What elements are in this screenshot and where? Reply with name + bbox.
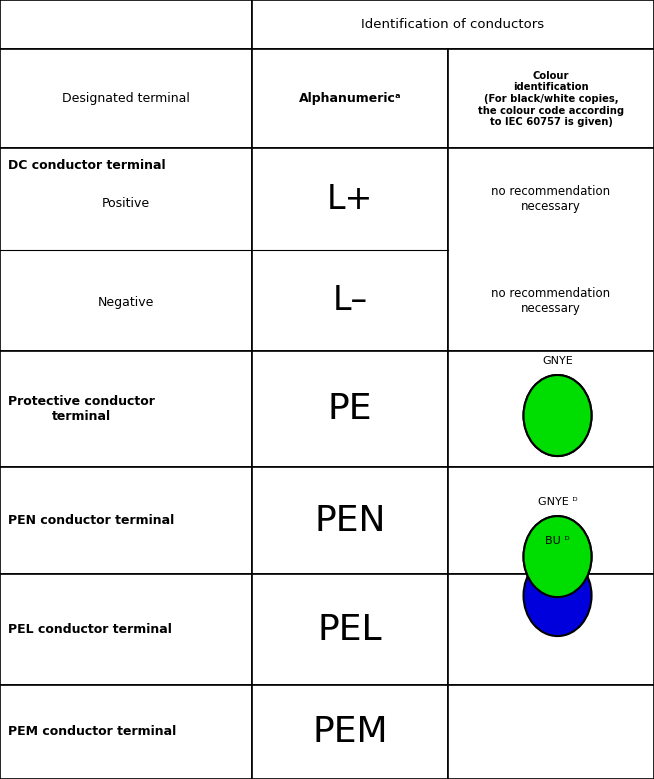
Text: PEN: PEN (314, 504, 386, 538)
Bar (252, 467, 448, 574)
Text: GNYE: GNYE (542, 356, 573, 366)
Bar (0, 467, 252, 574)
Bar (0, 50, 252, 149)
Bar (448, 149, 654, 351)
Text: PEN conductor terminal: PEN conductor terminal (8, 514, 174, 527)
Text: Protective conductor
terminal: Protective conductor terminal (8, 395, 155, 423)
Text: GNYE ᴰ: GNYE ᴰ (538, 497, 577, 507)
Text: L+: L+ (327, 183, 373, 216)
Bar (0, 685, 252, 779)
Text: Designated terminal: Designated terminal (62, 93, 190, 105)
Circle shape (523, 516, 591, 597)
Text: DC conductor terminal: DC conductor terminal (8, 159, 165, 171)
Text: PEM: PEM (312, 715, 388, 749)
Bar (252, 50, 448, 149)
Text: PEL: PEL (318, 612, 382, 647)
Bar (448, 467, 654, 574)
Text: BU ᴰ: BU ᴰ (545, 536, 570, 546)
Bar (252, 574, 448, 685)
Bar (0, 0, 252, 50)
Bar (252, 351, 448, 467)
Text: PE: PE (328, 393, 372, 426)
Bar (252, 149, 448, 351)
Text: PEL conductor terminal: PEL conductor terminal (8, 623, 172, 636)
Text: Colour
identification
(For black/white copies,
the colour code according
to IEC : Colour identification (For black/white c… (478, 71, 624, 127)
Text: no recommendation
necessary: no recommendation necessary (491, 185, 611, 213)
Bar (448, 50, 654, 149)
Bar (0, 574, 252, 685)
Text: L–: L– (332, 284, 368, 317)
Text: Negative: Negative (97, 297, 154, 309)
Bar (448, 574, 654, 685)
Circle shape (523, 555, 591, 636)
Text: PEM conductor terminal: PEM conductor terminal (8, 725, 176, 738)
Text: Alphanumericᵃ: Alphanumericᵃ (299, 93, 401, 105)
Text: Positive: Positive (102, 196, 150, 210)
Bar (0, 351, 252, 467)
Bar (448, 351, 654, 467)
Circle shape (523, 375, 591, 456)
Bar (252, 0, 654, 50)
Bar (448, 685, 654, 779)
Bar (252, 685, 448, 779)
Bar (0, 149, 252, 351)
Text: Identification of conductors: Identification of conductors (361, 18, 545, 31)
Text: no recommendation
necessary: no recommendation necessary (491, 287, 611, 315)
